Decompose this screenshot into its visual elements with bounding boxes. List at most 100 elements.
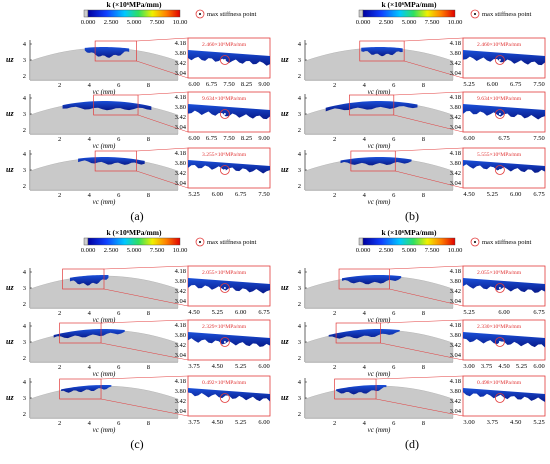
legend-label: max stiffness point <box>482 239 532 246</box>
inset-stiffness-region <box>188 388 270 402</box>
inset-y-tick-label: 3.80 <box>450 160 461 167</box>
inset-x-tick-label: 4.50 <box>498 363 509 370</box>
colorbar-tick-label: 5.000 <box>402 19 417 26</box>
inset-y-tick-label: 3.80 <box>450 104 461 111</box>
colorbar-tick-label: 5.000 <box>402 247 417 254</box>
colorbar-zero-swatch <box>83 9 89 18</box>
stiffness-region <box>325 101 418 112</box>
legend-marker-icon <box>470 9 480 19</box>
inset-x-tick-label: 4.50 <box>463 191 474 198</box>
max-stiffness-annotation: 9.634×10⁶MPa/mm <box>202 96 247 102</box>
x-tick-label: 2 <box>58 136 61 143</box>
zoom-connector <box>137 114 189 133</box>
colorbar-tick-label: 2.500 <box>379 247 394 254</box>
x-tick-label: 2 <box>58 82 61 89</box>
surface-profile <box>29 385 179 419</box>
panel-3: k (×10⁶MPa/mm) 0.000 2.500 5.000 7.500 10.00 m… <box>6 228 271 451</box>
max-stiffness-annotation: 9.634×10⁶MPa/mm <box>477 96 522 102</box>
inset-x-tick-label: 6.00 <box>235 309 246 316</box>
y-axis-label: uz <box>281 165 289 174</box>
zoom-connector <box>103 265 189 270</box>
zoom-connector <box>100 342 189 361</box>
inset-x-tick-label: 5.25 <box>463 309 474 316</box>
inset-x-tick-label: 3.75 <box>188 419 199 426</box>
max-stiffness-marker-icon <box>219 109 230 119</box>
panel-4-row-3: uz 4 3 2 2 4 6 8 vc (mm) 0.498×10⁶MPa/mm 4.18 3.80 3… <box>281 375 546 434</box>
max-stiffness-marker-icon <box>494 109 505 119</box>
y-axis-label: uz <box>6 109 14 118</box>
max-stiffness-dot-icon <box>498 169 501 171</box>
x-tick-label: 4 <box>88 82 92 89</box>
panel-caption: (d) <box>405 437 419 451</box>
inset-y-tick-label: 4.18 <box>175 378 186 385</box>
colorbar-tick-label: 7.500 <box>425 19 440 26</box>
x-tick-label: 8 <box>147 310 150 317</box>
inset-x-tick-label: 4.50 <box>212 419 223 426</box>
y-axis-label: uz <box>281 393 289 402</box>
x-tick-label: 4 <box>363 136 367 143</box>
x-tick-label: 6 <box>117 82 121 89</box>
x-tick-label: 4 <box>88 192 92 199</box>
inset-y-tick-label: 3.80 <box>175 388 186 395</box>
inset-y-tick-label: 3.04 <box>450 180 462 187</box>
inset-y-tick-label: 3.42 <box>450 288 461 295</box>
colorbar-tick-label: 5.000 <box>127 247 142 254</box>
inset-x-tick-label: 6.00 <box>487 81 498 88</box>
inset-x-tick-label: 7.50 <box>533 135 544 142</box>
x-tick-label: 4 <box>88 364 92 371</box>
max-stiffness-annotation: 3.255×10⁶MPa/mm <box>202 152 247 158</box>
x-tick-label: 2 <box>333 310 336 317</box>
inset-x-tick-label: 3.75 <box>487 419 498 426</box>
inset-y-tick-label: 4.18 <box>450 378 461 385</box>
colorbar <box>87 237 181 246</box>
y-tick-label: 3 <box>298 167 301 174</box>
y-tick-label: 4 <box>298 269 302 276</box>
y-tick-label: 4 <box>298 95 302 102</box>
max-stiffness-annotation: 2.055×10⁶MPa/mm <box>202 270 247 276</box>
x-tick-label: 4 <box>363 310 367 317</box>
max-stiffness-annotation: 5.555×10⁶MPa/mm <box>477 152 522 158</box>
inset-x-tick-label: 5.25 <box>533 419 544 426</box>
panel-4-row-2: uz 4 3 2 2 4 6 8 vc (mm) 2.330×10⁶MPa/mm 4.18 3.80 3… <box>281 319 546 378</box>
zoom-region-box <box>359 40 405 62</box>
inset-y-tick-label: 3.04 <box>175 352 187 359</box>
y-tick-label: 2 <box>23 355 26 362</box>
inset-y-tick-label: 3.42 <box>175 288 186 295</box>
x-tick-label: 6 <box>392 420 396 427</box>
colorbar-title: k (×10⁶MPa/mm) <box>106 0 162 9</box>
inset-y-tick-label: 3.04 <box>450 70 462 77</box>
y-tick-label: 2 <box>23 301 26 308</box>
inset-y-tick-label: 3.80 <box>175 332 186 339</box>
y-tick-label: 3 <box>298 57 301 64</box>
y-axis-label: uz <box>6 55 14 64</box>
zoom-region-box <box>93 94 139 116</box>
zoom-connector <box>101 319 189 324</box>
legend-marker-dot-icon <box>199 13 201 15</box>
colorbar-tick-label: 2.500 <box>104 247 119 254</box>
y-tick-label: 2 <box>298 301 301 308</box>
x-tick-label: 2 <box>333 420 336 427</box>
zoom-connector <box>389 288 464 307</box>
colorbar-title: k (×10⁶MPa/mm) <box>381 228 437 237</box>
y-axis-label: uz <box>6 165 14 174</box>
x-tick-label: 4 <box>88 420 92 427</box>
panel-3-row-3: uz 4 3 2 2 4 6 8 vc (mm) 0.492×10⁶MPa/mm 4.18 3.80 3… <box>6 375 271 434</box>
max-stiffness-dot-icon <box>223 341 226 343</box>
y-tick-label: 4 <box>23 95 27 102</box>
inset-y-tick-label: 3.42 <box>175 342 186 349</box>
inset-y-tick-label: 3.42 <box>450 60 461 67</box>
x-tick-label: 8 <box>147 82 150 89</box>
max-stiffness-dot-icon <box>223 113 226 115</box>
colorbar-zero-swatch <box>358 237 364 246</box>
y-tick-label: 2 <box>298 183 301 190</box>
stiffness-region <box>342 275 402 285</box>
inset-x-tick-label: 7.50 <box>223 81 234 88</box>
colorbar <box>87 9 181 18</box>
zoom-connector <box>393 114 464 133</box>
zoom-connector <box>380 342 464 361</box>
zoom-region-box <box>62 268 105 290</box>
inset-y-tick-label: 3.42 <box>450 114 461 121</box>
inset-x-tick-label: 6.00 <box>188 135 199 142</box>
y-tick-label: 4 <box>298 41 302 48</box>
